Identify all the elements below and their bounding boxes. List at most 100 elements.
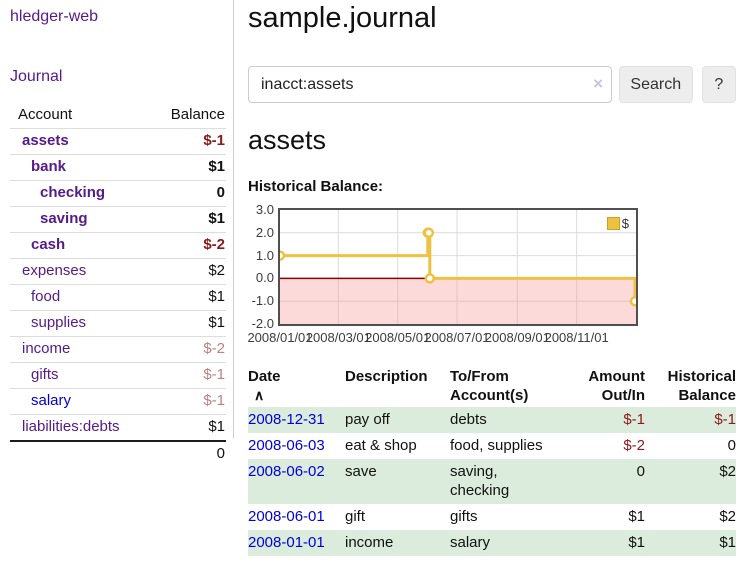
txn-balance: $2 (645, 459, 736, 504)
account-link-gifts[interactable]: gifts (31, 366, 59, 383)
account-link-income[interactable]: income (22, 340, 71, 357)
col-amount-header: Amount Out/In (579, 365, 645, 407)
accounts-table: Account Balance assets $-1 bank $1 checking 0… (10, 102, 226, 467)
sidebar-item-journal[interactable]: Journal (10, 68, 63, 85)
account-balance: $1 (146, 154, 226, 181)
y-tick-label: 2.0 (255, 224, 274, 240)
txn-date-cell: 2008-06-02 (248, 459, 345, 504)
account-name-cell: bank (10, 154, 147, 181)
sidebar: hledger-web Journal Account Balance asse… (0, 0, 233, 467)
account-name-cell: checking (10, 180, 147, 207)
account-row: saving $1 (10, 206, 226, 233)
txn-accounts: salary (450, 530, 579, 556)
account-link-checking[interactable]: checking (40, 184, 106, 201)
account-row: assets $-1 (10, 128, 226, 155)
clear-search-icon[interactable]: × (593, 74, 603, 93)
col-date-header[interactable]: Date ∧ (248, 365, 345, 407)
account-balance: $-2 (146, 336, 226, 363)
account-name-cell: income (10, 336, 147, 363)
account-heading: assets (248, 125, 327, 155)
txn-row: 2008-06-03 eat & shop food, supplies $-2 0 (248, 433, 736, 459)
account-link-saving[interactable]: saving (40, 210, 88, 227)
txn-accounts: debts (450, 407, 579, 433)
txn-date-cell: 2008-01-01 (248, 530, 345, 556)
account-link-food[interactable]: food (31, 288, 61, 305)
sidebar-divider (233, 0, 234, 438)
account-name-cell: assets (10, 128, 147, 155)
txn-date-cell: 2008-06-03 (248, 433, 345, 459)
col-accounts-header: To/From Account(s) (450, 365, 579, 407)
search-form: × Search ? (248, 66, 736, 103)
col-balance-label-1: Historical (667, 368, 736, 385)
account-link-liabilities-debts[interactable]: liabilities:debts (22, 418, 120, 435)
account-balance: $-1 (146, 362, 226, 389)
account-name-cell: food (10, 284, 147, 311)
col-accounts-label-2: Account(s) (450, 387, 529, 404)
txn-row: 2008-06-02 save saving, checking 0 $2 (248, 459, 736, 504)
main-content: sample.journal × Search ? assets Histori… (247, 0, 736, 556)
txn-date-cell: 2008-06-01 (248, 504, 345, 530)
txn-date-link[interactable]: 2008-06-03 (248, 437, 325, 454)
account-balance: $-1 (146, 388, 226, 415)
col-balance-label-2: Balance (678, 387, 736, 404)
col-amount-label-1: Amount (588, 368, 645, 385)
historical-balance-chart: 3.0 2.0 1.0 0.0 -1.0 -2.0 $ 2008/01/01 2008/03… (247, 202, 736, 348)
account-name-cell: supplies (10, 310, 147, 337)
y-tick-label: -1.0 (251, 293, 274, 309)
account-row: cash $-2 (10, 232, 226, 259)
accounts-col-account: Account (18, 106, 73, 123)
help-button[interactable]: ? (701, 66, 736, 103)
txn-amount: $1 (579, 530, 645, 556)
register-header-row: Date ∧ Description To/From Account(s) Amo… (248, 365, 736, 407)
account-row: food $1 (10, 284, 226, 311)
account-link-assets[interactable]: assets (22, 132, 69, 149)
account-link-supplies[interactable]: supplies (31, 314, 87, 331)
txn-accounts: gifts (450, 508, 478, 525)
col-description-label: Description (345, 368, 428, 385)
account-balance: $1 (146, 206, 226, 233)
txn-amount: 0 (579, 459, 645, 504)
account-name-cell: salary (10, 388, 147, 415)
app-brand-link[interactable]: hledger-web (10, 8, 99, 25)
txn-date-link[interactable]: 2008-06-01 (248, 508, 325, 525)
txn-row: 2008-01-01 income salary $1 $1 (248, 530, 736, 556)
legend-swatch-icon (606, 217, 620, 230)
txn-description: income (345, 530, 450, 556)
x-tick-label: 2008/01/01 (247, 330, 313, 345)
account-link-salary[interactable]: salary (31, 392, 72, 409)
account-link-bank[interactable]: bank (31, 158, 67, 175)
account-link-expenses[interactable]: expenses (22, 262, 87, 279)
accounts-header-row: Account Balance (10, 102, 226, 129)
accounts-total-value: 0 (146, 440, 226, 467)
total-spacer (10, 440, 147, 467)
txn-row: 2008-06-01 gift gifts $1 $2 (248, 504, 736, 530)
col-date-label: Date (248, 368, 281, 385)
txn-balance: 0 (727, 437, 736, 454)
txn-date-link[interactable]: 2008-12-31 (248, 411, 325, 428)
txn-amount: $-2 (623, 437, 645, 454)
account-name-cell: saving (10, 206, 147, 233)
txn-date-link[interactable]: 2008-06-02 (248, 463, 325, 480)
x-tick-label: 2008/07/01 (424, 330, 490, 345)
chart-canvas (280, 210, 636, 324)
txn-date-link[interactable]: 2008-01-01 (248, 534, 325, 551)
col-balance-header: Historical Balance (645, 365, 736, 407)
x-tick-label: 2008/11/01 (544, 330, 609, 345)
account-name-cell: gifts (10, 362, 147, 389)
account-balance: $-1 (146, 128, 226, 155)
accounts-col-balance: Balance (170, 106, 225, 123)
accounts-total-row: 0 (10, 440, 226, 467)
search-input[interactable] (248, 66, 612, 103)
txn-description: pay off (345, 407, 450, 433)
y-tick-label: 0.0 (255, 270, 274, 286)
col-accounts-label-1: To/From (450, 368, 509, 385)
txn-row: 2008-12-31 pay off debts $-1 $-1 (248, 407, 736, 433)
account-link-cash[interactable]: cash (31, 236, 66, 253)
txn-balance: $2 (719, 508, 736, 525)
y-tick-label: 3.0 (255, 202, 274, 217)
search-button[interactable]: Search (619, 66, 693, 103)
txn-description: save (345, 459, 450, 504)
account-row: bank $1 (10, 154, 226, 181)
txn-amount: $-1 (579, 407, 645, 433)
chart-plot-area[interactable]: $ (278, 208, 638, 326)
